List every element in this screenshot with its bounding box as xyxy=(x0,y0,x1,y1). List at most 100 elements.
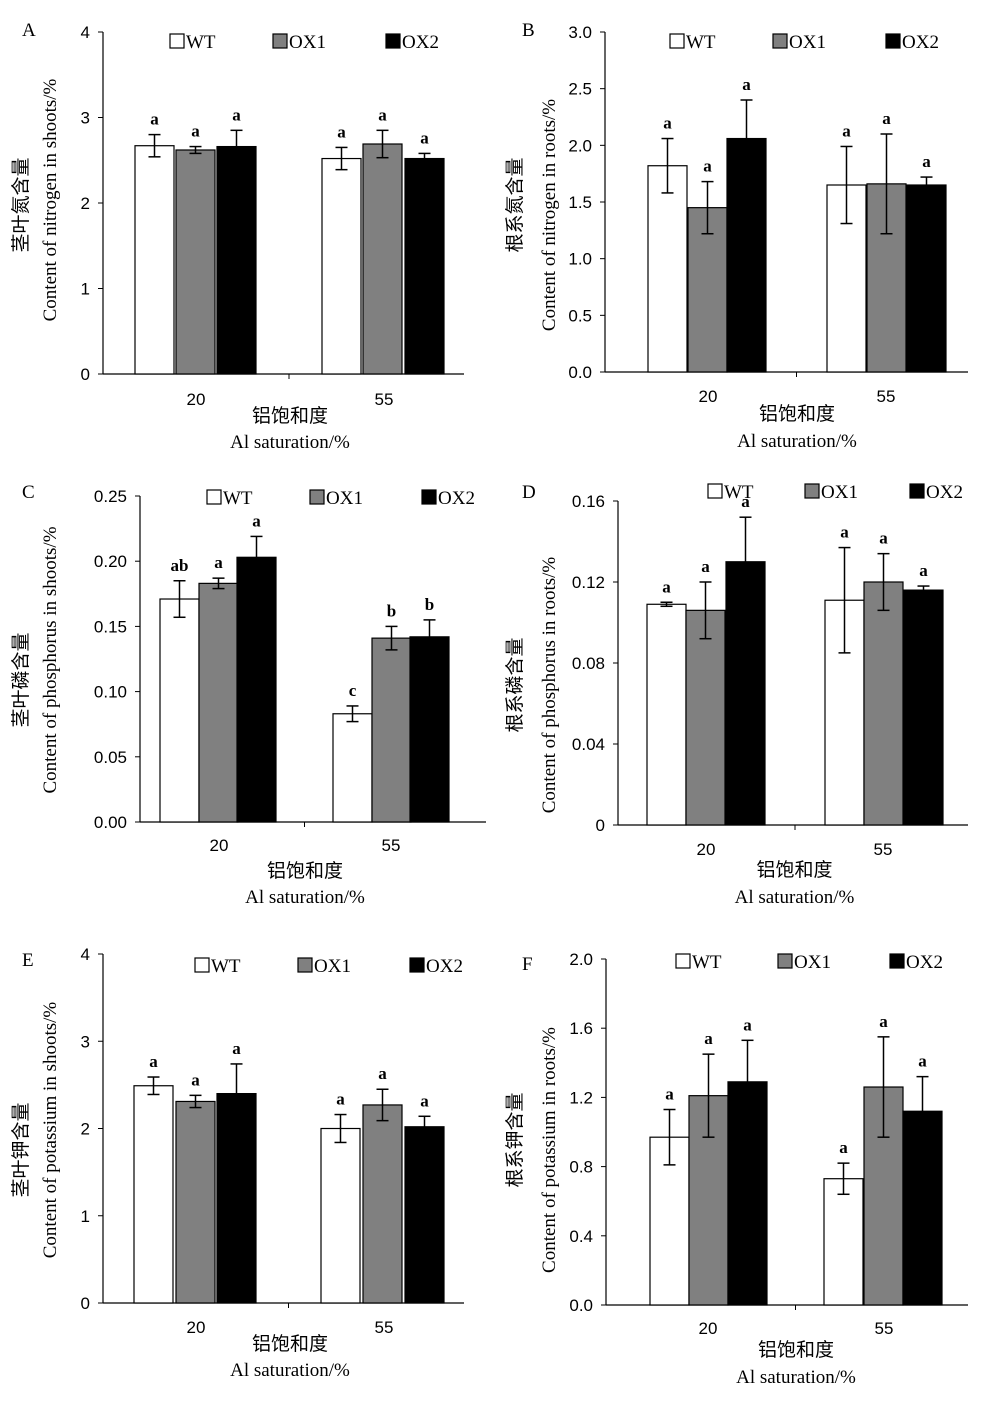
panel-a: A 0 1 2 3 4 茎叶氮含量 Content of nitrogen in shoots… xyxy=(10,20,464,453)
y-tick-label: 0.08 xyxy=(572,654,605,673)
x-axis-label-en: Al saturation/% xyxy=(735,887,855,908)
significance-letter: a xyxy=(922,152,931,171)
panel-b: B 0.0 0.5 1.0 1.5 2.0 2.5 3.0 根系氮含量 Content of ni… xyxy=(504,20,968,452)
y-tick-label: 1.5 xyxy=(568,193,592,212)
x-tick-label: 55 xyxy=(877,387,896,406)
significance-letter: a xyxy=(665,1085,674,1104)
legend-label-wt: WT xyxy=(724,482,754,503)
y-tick-label: 0.25 xyxy=(94,487,127,506)
bar-ox2-55 xyxy=(404,157,445,375)
legend-label-wt: WT xyxy=(686,32,716,53)
significance-letter: c xyxy=(349,681,357,700)
legend-swatch-ox1 xyxy=(297,957,313,973)
legend-swatch-wt xyxy=(169,33,185,49)
legend-swatch-ox2 xyxy=(885,33,901,49)
y-tick-label: 1 xyxy=(81,280,90,299)
x-axis-label-cn: 铝饱和度 xyxy=(759,403,835,425)
significance-letter: a xyxy=(378,1064,387,1083)
y-axis-label-cn: 茎叶氮含量 xyxy=(10,157,32,252)
legend-swatch-wt xyxy=(194,957,210,973)
x-tick-label: 20 xyxy=(699,1319,718,1338)
x-axis-label-cn: 铝饱和度 xyxy=(252,405,328,427)
significance-letter: a xyxy=(742,75,751,94)
y-axis-label-cn: 茎叶钾含量 xyxy=(10,1102,32,1197)
bar-ox2-55 xyxy=(903,589,944,826)
bar-wt-20 xyxy=(646,603,687,826)
panel-letter: D xyxy=(522,482,536,503)
y-axis-label-en: Content of nitrogen in roots/% xyxy=(539,99,560,331)
y-tick-label: 1.6 xyxy=(569,1019,593,1038)
significance-letter: a xyxy=(150,110,159,129)
y-axis-label-cn: 根系氮含量 xyxy=(504,157,526,252)
bar-ox2-55 xyxy=(902,1110,943,1306)
y-tick-label: 0.5 xyxy=(568,306,592,325)
significance-letter: a xyxy=(420,128,429,147)
y-tick-label: 0.8 xyxy=(569,1158,593,1177)
panel-d: D 0 0.04 0.08 0.12 0.16 根系磷含量 Content of phosph… xyxy=(504,482,968,908)
bar-ox1-55 xyxy=(863,581,904,826)
panel-f: F 0.0 0.4 0.8 1.2 1.6 2.0 根系钾含量 Content of potas… xyxy=(504,950,968,1388)
significance-letter: a xyxy=(840,523,849,542)
legend-label-wt: WT xyxy=(211,956,241,977)
y-tick-label: 4 xyxy=(81,945,90,964)
legend-swatch-ox1 xyxy=(804,483,820,499)
bar-wt-20 xyxy=(159,598,200,823)
x-axis-label-en: Al saturation/% xyxy=(245,887,365,908)
legend-label-ox1: OX1 xyxy=(794,952,831,973)
y-tick-label: 0 xyxy=(81,365,90,384)
y-tick-label: 0.00 xyxy=(94,813,127,832)
y-tick-label: 1.2 xyxy=(569,1088,593,1107)
y-tick-label: 2 xyxy=(81,194,90,213)
significance-letter: a xyxy=(149,1052,158,1071)
significance-letter: a xyxy=(232,105,241,124)
bar-ox1-55 xyxy=(362,1104,403,1304)
y-axis-label-cn: 根系钾含量 xyxy=(504,1092,526,1187)
y-tick-label: 2 xyxy=(81,1120,90,1139)
y-tick-label: 0.0 xyxy=(569,1296,593,1315)
panel-letter: A xyxy=(22,20,36,41)
panel-e: E 0 1 2 3 4 茎叶钾含量 Content of potassium in shoot… xyxy=(10,945,464,1381)
legend-swatch-ox2 xyxy=(409,957,425,973)
y-tick-label: 3 xyxy=(81,1032,90,1051)
y-tick-label: 1.0 xyxy=(568,250,592,269)
significance-letter: a xyxy=(741,492,750,511)
legend-label-wt: WT xyxy=(692,952,722,973)
significance-letter: a xyxy=(842,121,851,140)
bar-wt-55 xyxy=(823,1178,864,1306)
x-axis-label-cn: 铝饱和度 xyxy=(756,859,832,881)
significance-letter: a xyxy=(919,561,928,580)
legend-label-ox1: OX1 xyxy=(289,32,326,53)
legend-label-ox2: OX2 xyxy=(402,32,439,53)
bar-ox1-55 xyxy=(371,637,412,823)
bar-wt-20 xyxy=(134,145,175,375)
y-tick-label: 3 xyxy=(81,109,90,128)
bar-ox2-20 xyxy=(216,1092,257,1304)
significance-letter: a xyxy=(191,122,200,141)
significance-letter: a xyxy=(704,1029,713,1048)
legend-label-wt: WT xyxy=(223,488,253,509)
legend-swatch-ox1 xyxy=(772,33,788,49)
legend-label-ox2: OX2 xyxy=(426,956,463,977)
x-axis-label-en: Al saturation/% xyxy=(737,431,857,452)
legend-swatch-ox2 xyxy=(909,483,925,499)
significance-letter: a xyxy=(743,1015,752,1034)
significance-letter: a xyxy=(232,1039,241,1058)
bar-ox2-55 xyxy=(404,1126,445,1304)
y-axis-label-en: Content of phosphorus in shoots/% xyxy=(40,526,61,793)
y-tick-label: 2.0 xyxy=(569,950,593,969)
significance-letter: a xyxy=(336,1090,345,1109)
x-axis-label-en: Al saturation/% xyxy=(230,1360,350,1381)
significance-letter: a xyxy=(337,122,346,141)
x-tick-label: 55 xyxy=(874,840,893,859)
significance-letter: a xyxy=(420,1091,429,1110)
panel-c: C 0.00 0.05 0.10 0.15 0.20 0.25 茎叶磷含量 Content of… xyxy=(10,482,486,908)
panel-letter: F xyxy=(522,954,533,975)
x-tick-label: 20 xyxy=(187,1318,206,1337)
legend-swatch-ox2 xyxy=(889,953,905,969)
y-tick-label: 2.5 xyxy=(568,80,592,99)
legend-swatch-ox1 xyxy=(272,33,288,49)
y-axis-label-en: Content of phosphorus in roots/% xyxy=(539,557,560,814)
x-tick-label: 55 xyxy=(375,390,394,409)
legend-label-ox1: OX1 xyxy=(821,482,858,503)
